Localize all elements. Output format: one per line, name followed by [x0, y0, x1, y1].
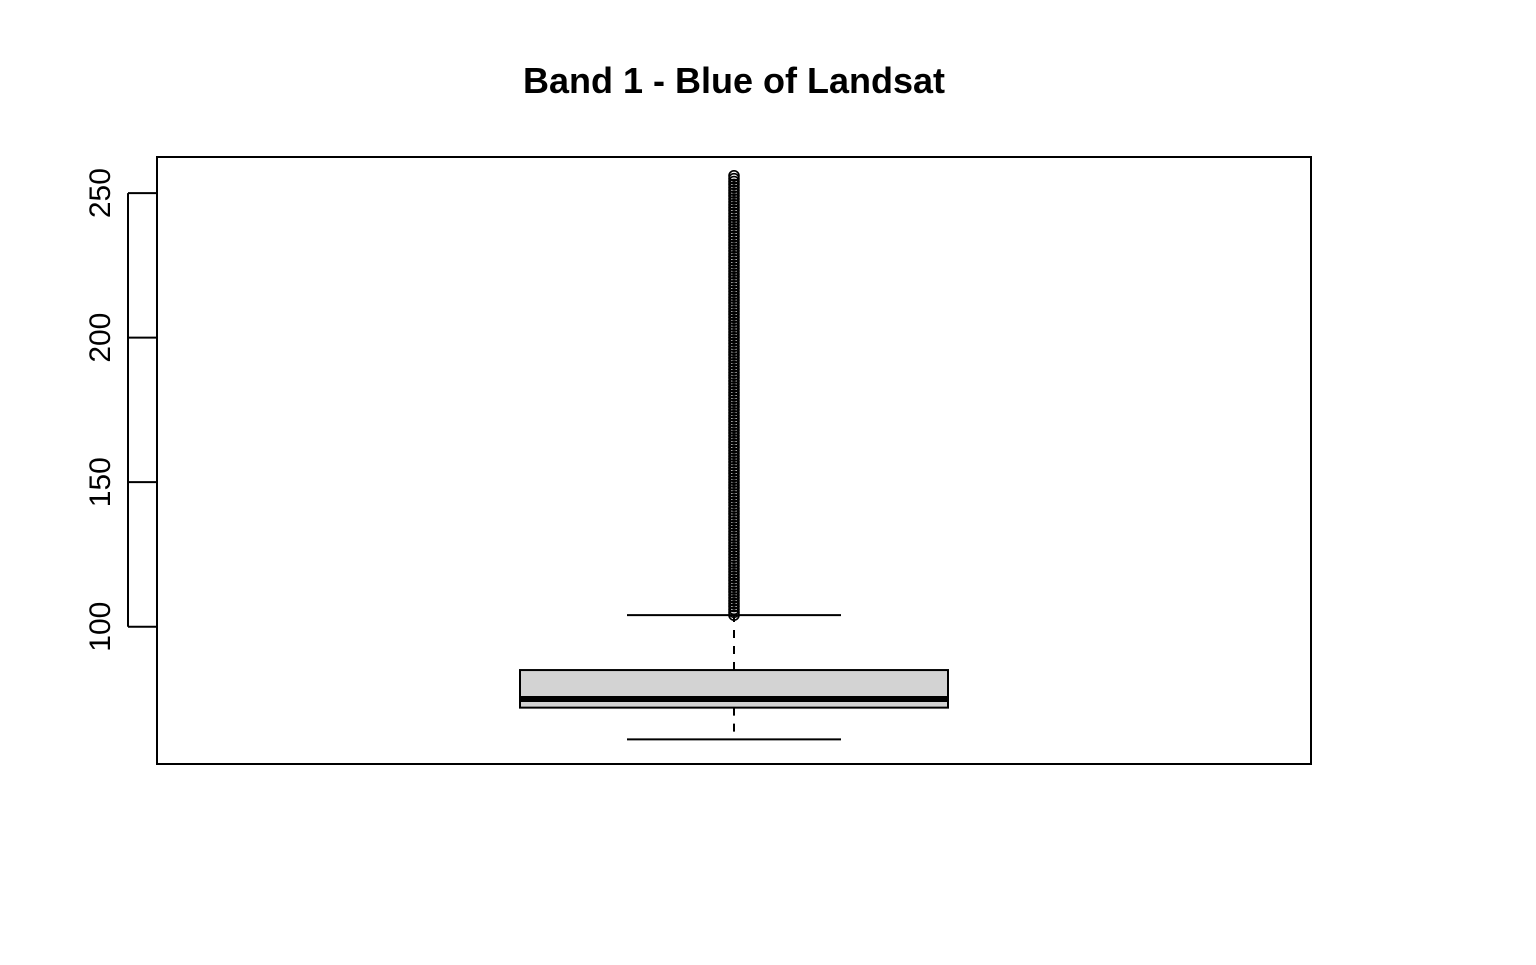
y-tick-label: 150	[84, 457, 117, 507]
outlier-point	[728, 169, 740, 182]
y-axis: 100 150 200 250	[84, 168, 157, 652]
y-tick-label: 200	[84, 313, 117, 363]
box-plot	[519, 169, 949, 741]
y-tick-label: 250	[84, 168, 117, 218]
y-tick-label: 100	[84, 602, 117, 652]
chart-title: Band 1 - Blue of Landsat	[523, 60, 945, 101]
plot-frame	[156, 156, 1312, 765]
iqr-box	[519, 669, 949, 709]
